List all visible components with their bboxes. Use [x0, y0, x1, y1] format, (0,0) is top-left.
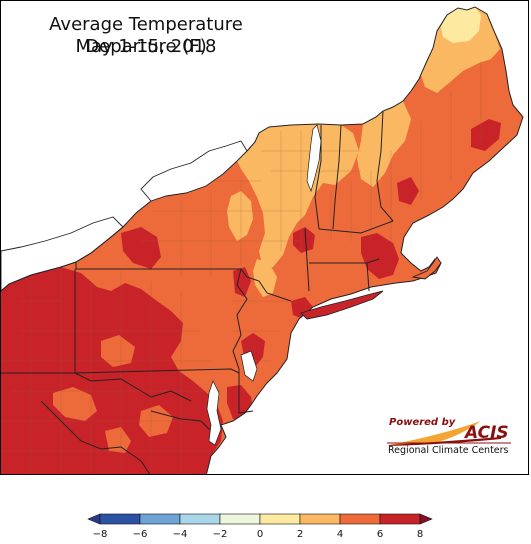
legend-tick-label: 8: [416, 529, 424, 540]
legend-colorbar: [87, 513, 433, 525]
pa-south-border: [1, 368, 240, 374]
legend-tick-label: −2: [212, 529, 228, 540]
vt-nh-border: [332, 124, 342, 230]
legend-swatch: [339, 513, 381, 525]
legend-tick-label: 2: [296, 529, 304, 540]
acis-logo: Powered by ACIS Regional Climate Centers: [381, 411, 516, 459]
powered-by-text: Powered by: [389, 417, 456, 428]
long-island: [300, 290, 384, 320]
chesapeake-bay: [206, 380, 222, 446]
bin-4-to-6-area: [101, 335, 135, 367]
bin-2-to-4-area: [227, 191, 253, 241]
bin-6-to-8-area: [471, 119, 501, 151]
de-md-border: [238, 369, 254, 414]
lake-ontario: [140, 140, 248, 202]
legend-tick-label: −4: [172, 529, 188, 540]
legend-tick-label: −8: [92, 529, 108, 540]
ny-pa-border: [75, 262, 292, 302]
bin-6-to-8-area: [233, 267, 251, 297]
acis-swoosh-icon: [387, 421, 511, 446]
bin-2-to-4-area: [357, 101, 411, 187]
legend-swatch: [299, 513, 341, 525]
bin-6-to-8-area: [293, 227, 315, 253]
legend-arrow-low: [87, 513, 101, 525]
bin-6-to-8-area: [121, 227, 161, 269]
legend-tick-label: 6: [376, 529, 384, 540]
ri-ma-border: [366, 262, 370, 292]
nh-me-border: [376, 110, 394, 222]
bin-2-to-4-area: [237, 124, 359, 269]
legend-tick-label: 0: [256, 529, 264, 540]
map-title: Average Temperature Departure (F): [49, 14, 243, 57]
ma-north-border: [318, 220, 394, 234]
color-legend: −8 −6 −4 −2 0 2 4 6 8: [85, 510, 435, 540]
legend-swatch: [99, 513, 141, 525]
legend-arrow-high: [419, 513, 433, 525]
legend-swatch: [179, 513, 221, 525]
state-boundaries: [1, 110, 394, 474]
bin-2-to-4-area: [253, 259, 277, 297]
ny-ct-ma-border: [304, 228, 310, 292]
map-subtitle: May 1-15, 2018: [75, 36, 217, 57]
cape-cod: [411, 256, 442, 280]
temperature-departure-map: [1, 6, 524, 474]
legend-swatch: [219, 513, 261, 525]
va-wv-border: [40, 400, 151, 474]
legend-tick-label: 4: [336, 529, 344, 540]
lake-champlain: [306, 124, 322, 193]
acis-brand: ACIS: [465, 423, 509, 443]
rcc-text: Regional Climate Centers: [388, 445, 509, 456]
nj-pa-border: [232, 268, 248, 370]
bin-6-to-8-area: [361, 233, 399, 279]
bin-6-to-8-area: [397, 177, 419, 205]
legend-swatch: [259, 513, 301, 525]
ny-vt-border: [314, 125, 322, 230]
bin-4-to-6-area: [53, 387, 97, 421]
legend-swatch: [379, 513, 421, 525]
bin-0-to-2-area: [441, 7, 481, 43]
legend-swatch: [139, 513, 181, 525]
wv-md-border: [74, 372, 192, 402]
delaware-bay: [240, 350, 258, 382]
legend-tick-label: −6: [132, 529, 148, 540]
bin-2-to-4-area: [421, 7, 500, 93]
map-frame: Average Temperature Departure (F) May 1-…: [0, 0, 529, 475]
bin-4-to-6-area: [105, 427, 131, 453]
md-va-border: [150, 410, 214, 434]
